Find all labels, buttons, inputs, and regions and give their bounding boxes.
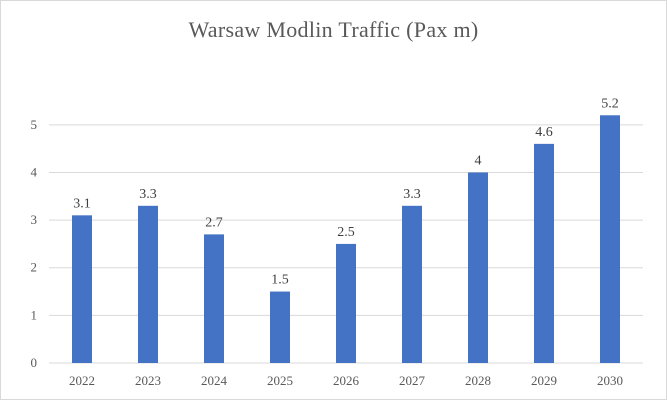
data-label: 3.1: [73, 196, 91, 211]
x-tick-label: 2028: [465, 373, 491, 388]
y-tick-label: 2: [31, 260, 38, 275]
data-label: 1.5: [271, 273, 289, 288]
data-label: 2.5: [337, 225, 355, 240]
data-label: 5.2: [601, 96, 619, 111]
bar: [468, 172, 488, 363]
x-tick-label: 2026: [333, 373, 360, 388]
x-tick-label: 2029: [531, 373, 557, 388]
data-label: 4: [475, 153, 482, 168]
bar: [270, 291, 290, 363]
x-tick-label: 2027: [399, 373, 426, 388]
data-label: 2.7: [205, 215, 223, 230]
y-tick-label: 0: [31, 355, 38, 370]
chart-title: Warsaw Modlin Traffic (Pax m): [188, 17, 479, 42]
bar: [600, 115, 620, 363]
bar: [138, 205, 158, 363]
data-label: 3.3: [403, 187, 421, 202]
y-tick-label: 1: [31, 307, 38, 322]
bar: [534, 143, 554, 363]
x-tick-label: 2030: [597, 373, 623, 388]
x-tick-label: 2024: [201, 373, 228, 388]
data-label: 3.3: [139, 187, 157, 202]
bar: [336, 243, 356, 363]
y-tick-label: 3: [31, 212, 38, 227]
bar: [204, 234, 224, 363]
x-tick-label: 2022: [69, 373, 95, 388]
data-label: 4.6: [535, 125, 553, 140]
bar: [72, 215, 92, 363]
x-tick-label: 2025: [267, 373, 293, 388]
y-tick-label: 5: [31, 117, 38, 132]
y-tick-label: 4: [31, 164, 38, 179]
x-tick-label: 2023: [135, 373, 161, 388]
bar: [402, 205, 422, 363]
